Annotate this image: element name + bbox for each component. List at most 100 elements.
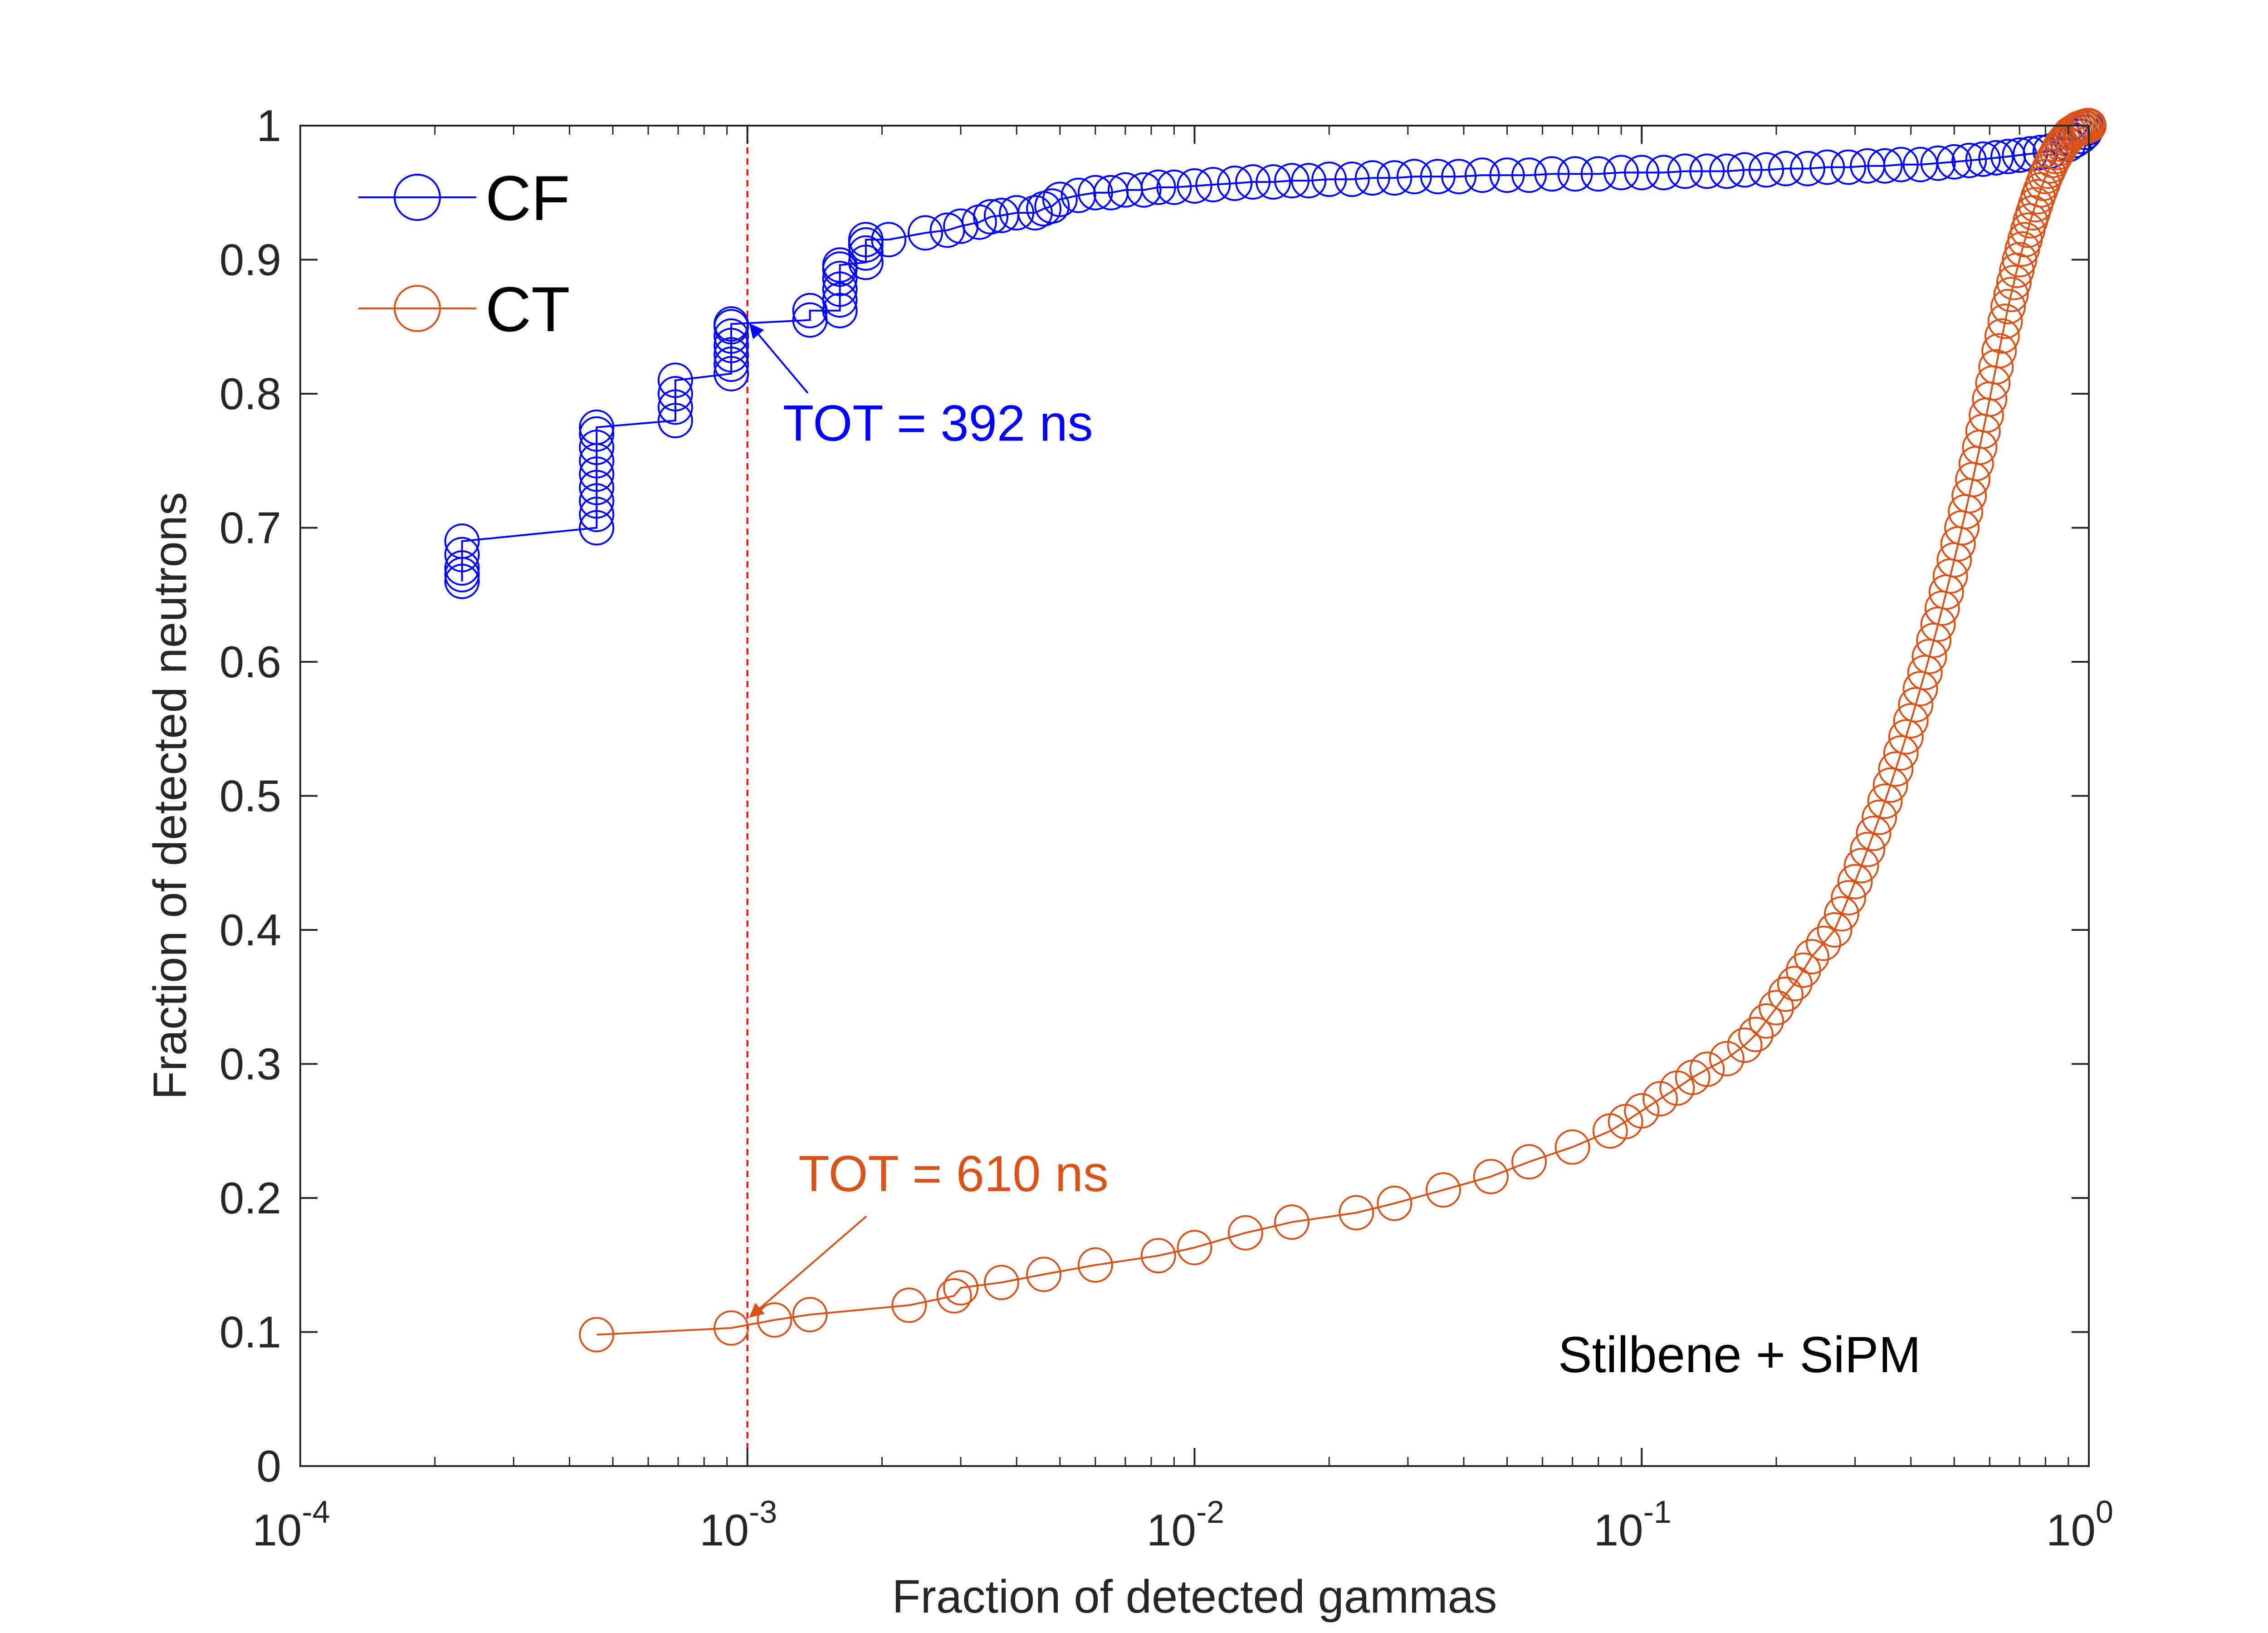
data-point: [1817, 912, 1853, 948]
data-point: [1042, 181, 1078, 217]
data-point: [1862, 799, 1897, 835]
data-point: [714, 337, 749, 373]
legend-marker: [394, 285, 441, 332]
data-point: [871, 222, 907, 258]
data-point: [1624, 1093, 1660, 1129]
data-point: [1377, 160, 1413, 196]
legend-marker: [394, 174, 441, 221]
y-tick-label: 0.5: [220, 771, 281, 821]
data-point: [1978, 349, 2014, 385]
data-point: [1996, 264, 2032, 300]
data-point: [1777, 966, 1813, 1002]
data-point: [579, 456, 615, 492]
data-point: [444, 563, 480, 599]
data-point: [1195, 167, 1231, 202]
data-point: [983, 1265, 1019, 1301]
data-point: [714, 328, 749, 363]
data-point: [579, 469, 615, 505]
annotation-label: Stilbene + SiPM: [1558, 1326, 1921, 1383]
data-point: [1420, 159, 1456, 195]
data-point: [848, 244, 884, 280]
data-point: [579, 510, 615, 546]
data-point: [1872, 767, 1908, 803]
data-point: [1126, 172, 1162, 208]
data-point: [1768, 151, 1804, 186]
data-point: [1709, 153, 1745, 189]
data-point: [1907, 655, 1943, 690]
data-point: [1867, 148, 1903, 184]
data-point: [714, 1310, 749, 1346]
legend-item-cf[interactable]: CF: [358, 162, 570, 234]
data-point: [579, 483, 615, 519]
data-point: [1061, 177, 1096, 213]
legend: CF CT: [358, 162, 570, 345]
data-point: [1902, 671, 1938, 707]
data-point: [1256, 164, 1291, 200]
annotation-label: TOT = 610 ns: [798, 1145, 1109, 1202]
y-axis-label: Fraction of detected neutrons: [144, 492, 196, 1100]
data-point: [1867, 783, 1903, 819]
data-point: [1727, 152, 1763, 188]
data-point: [1554, 1129, 1590, 1165]
data-point: [999, 195, 1035, 231]
data-point: [1334, 161, 1370, 197]
data-point: [1291, 163, 1327, 199]
data-point: [579, 416, 615, 452]
data-point: [936, 1278, 972, 1314]
data-point: [1883, 147, 1919, 182]
data-point: [1464, 157, 1500, 193]
data-point: [1511, 1144, 1547, 1180]
data-point: [1790, 151, 1825, 186]
annotation-arrow: [749, 323, 809, 394]
data-point: [1768, 976, 1804, 1012]
data-point: [1235, 164, 1271, 200]
data-point: [1077, 1247, 1113, 1283]
annotation-label: TOT = 392 ns: [783, 395, 1093, 451]
data-point: [1217, 166, 1253, 201]
data-point: [1557, 156, 1593, 192]
data-point: [1534, 156, 1570, 192]
data-point: [1837, 864, 1873, 900]
data-point: [1824, 896, 1859, 932]
data-point: [1785, 952, 1821, 988]
data-point: [1709, 1041, 1745, 1076]
data-point: [657, 362, 693, 398]
data-point: [1689, 1051, 1725, 1087]
data-point: [1646, 155, 1681, 191]
data-point: [1951, 142, 1987, 178]
data-point: [1749, 1003, 1784, 1039]
data-point: [1738, 1017, 1774, 1052]
data-point: [444, 523, 480, 559]
data-point: [714, 356, 749, 391]
data-point: [657, 389, 693, 425]
data-point: [579, 409, 615, 445]
data-point: [1441, 159, 1477, 195]
y-tick-label: 0.8: [220, 369, 281, 419]
data-point: [822, 293, 858, 328]
data-point: [1140, 169, 1176, 205]
data-point: [579, 497, 615, 532]
annotation-arrow: [749, 1215, 867, 1318]
data-point: [1993, 277, 2029, 313]
y-tick-label: 0.7: [220, 503, 281, 553]
data-point: [792, 1297, 828, 1333]
data-point: [1850, 831, 1886, 867]
data-point: [714, 347, 749, 382]
data-point: [1759, 990, 1794, 1026]
data-point: [1806, 925, 1841, 961]
data-point: [714, 318, 749, 354]
data-point: [1878, 751, 1914, 787]
data-point: [1920, 145, 1956, 181]
data-point: [1936, 144, 1972, 180]
data-point: [1603, 155, 1639, 191]
data-point: [973, 199, 1009, 235]
data-point: [822, 260, 858, 296]
data-point: [1017, 195, 1053, 231]
legend-item-ct[interactable]: CT: [358, 274, 570, 345]
data-point: [1396, 159, 1432, 195]
data-point: [1888, 719, 1924, 755]
x-axis-label: Fraction of detected gammas: [892, 1570, 1497, 1623]
